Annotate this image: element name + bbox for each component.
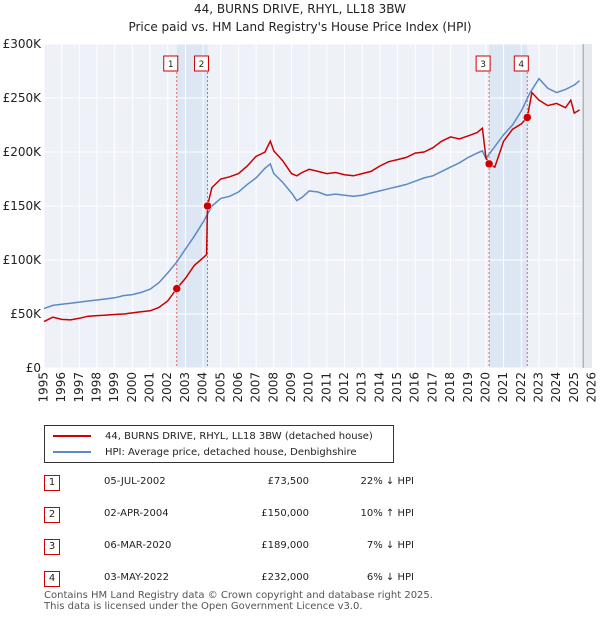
x-tick-label: 2001 — [143, 372, 157, 403]
transaction-point — [523, 113, 532, 122]
price-chart: 44, BURNS DRIVE, RHYL, LL18 3BW Price pai… — [3, 2, 599, 403]
x-tick-label: 1999 — [107, 372, 121, 403]
transaction-price: £189,000 — [261, 540, 309, 551]
transaction-label-text: 1 — [168, 60, 174, 70]
x-tick-label: 2016 — [408, 372, 422, 403]
transaction-date: 03-MAY-2022 — [104, 572, 170, 583]
footer-line-copyright: Contains HM Land Registry data © Crown c… — [44, 590, 433, 601]
x-tick-label: 2012 — [337, 372, 351, 403]
y-tick-label: £250K — [3, 91, 43, 105]
y-tick-label: £50K — [10, 307, 42, 321]
transaction-label-text: 2 — [199, 60, 205, 70]
x-tick-label: 1995 — [37, 372, 51, 403]
transaction-label-box — [513, 55, 529, 72]
chart-subtitle: Price paid vs. HM Land Registry's House … — [128, 20, 471, 34]
transaction-row: 2 02-APR-2004 £150,000 10% ↑ HPI — [44, 506, 414, 526]
property-series-line — [43, 91, 580, 323]
y-tick-label: £100K — [3, 253, 43, 267]
transaction-row: 3 06-MAR-2020 £189,000 7% ↓ HPI — [44, 538, 414, 558]
x-tick-label: 2025 — [567, 372, 581, 403]
transaction-hpi-diff: 6% ↓ HPI — [366, 572, 414, 583]
x-tick-label: 2002 — [160, 372, 174, 403]
x-tick-label: 2019 — [461, 372, 475, 403]
footer-attribution: Contains HM Land Registry data © Crown c… — [44, 590, 433, 612]
legend-swatch-hpi — [53, 451, 91, 453]
transaction-label-box — [163, 55, 179, 72]
transaction-date: 02-APR-2004 — [104, 508, 169, 519]
transaction-price: £232,000 — [261, 572, 309, 583]
footer-line-licence: This data is licensed under the Open Gov… — [44, 601, 363, 612]
x-tick-label: 2022 — [514, 372, 528, 403]
x-tick-label: 2018 — [443, 372, 457, 403]
x-tick-label: 2017 — [425, 372, 439, 403]
transaction-hpi-diff: 22% ↓ HPI — [360, 476, 414, 487]
x-tick-label: 2003 — [178, 372, 192, 403]
transaction-point — [484, 159, 494, 169]
chart-title: 44, BURNS DRIVE, RHYL, LL18 3BW — [194, 2, 406, 16]
legend-label-property: 44, BURNS DRIVE, RHYL, LL18 3BW (detache… — [105, 430, 373, 442]
y-tick-label: £200K — [3, 145, 43, 159]
transaction-price: £73,500 — [267, 476, 309, 487]
x-tick-label: 1998 — [90, 372, 104, 403]
x-tick-label: 2021 — [496, 372, 510, 403]
x-tick-label: 2000 — [125, 372, 139, 403]
legend-item-hpi: HPI: Average price, detached house, Denb… — [53, 444, 356, 460]
x-tick-label: 2023 — [531, 372, 545, 403]
x-tick-label: 2010 — [302, 372, 316, 403]
transaction-label-box — [475, 55, 491, 72]
transaction-label-text: 4 — [518, 60, 524, 70]
transaction-label-text: 3 — [480, 60, 486, 70]
legend-item-property: 44, BURNS DRIVE, RHYL, LL18 3BW (detache… — [53, 428, 373, 444]
y-tick-label: £0 — [26, 361, 41, 375]
x-tick-label: 2014 — [372, 372, 386, 403]
x-tick-label: 2007 — [249, 372, 263, 403]
x-tick-label: 2011 — [319, 372, 333, 403]
x-tick-label: 2024 — [549, 372, 563, 403]
x-tick-label: 2026 — [585, 372, 599, 403]
x-tick-label: 2004 — [196, 372, 210, 403]
hpi-series-line — [43, 77, 581, 310]
transaction-row: 1 05-JUL-2002 £73,500 22% ↓ HPI — [44, 474, 414, 494]
future-region — [583, 44, 592, 368]
transaction-number-badge: 4 — [44, 571, 60, 587]
x-tick-label: 1997 — [72, 372, 86, 403]
transaction-number-badge: 2 — [44, 507, 60, 523]
x-tick-label: 2015 — [390, 372, 404, 403]
transaction-number-badge: 3 — [44, 539, 60, 555]
transaction-row: 4 03-MAY-2022 £232,000 6% ↓ HPI — [44, 570, 414, 590]
legend-label-hpi: HPI: Average price, detached house, Denb… — [105, 446, 357, 458]
x-tick-label: 2013 — [355, 372, 369, 403]
x-tick-label: 2006 — [231, 372, 245, 403]
transaction-point — [172, 284, 182, 293]
y-tick-label: £150K — [3, 199, 43, 213]
transaction-label-box — [194, 55, 210, 72]
transaction-number-badge: 1 — [44, 475, 60, 491]
legend-swatch-property — [53, 435, 91, 437]
transaction-point — [203, 201, 212, 211]
y-tick-label: £300K — [3, 37, 43, 51]
transaction-hpi-diff: 7% ↓ HPI — [366, 540, 414, 551]
x-tick-label: 2020 — [478, 372, 492, 403]
x-tick-label: 2009 — [284, 372, 298, 403]
x-tick-label: 2008 — [266, 372, 280, 403]
transaction-date: 06-MAR-2020 — [104, 540, 172, 551]
transaction-price: £150,000 — [261, 508, 309, 519]
chart-legend: 44, BURNS DRIVE, RHYL, LL18 3BW (detache… — [44, 425, 394, 463]
transaction-hpi-diff: 10% ↑ HPI — [360, 508, 414, 519]
x-tick-label: 2005 — [213, 372, 227, 403]
x-tick-label: 1996 — [54, 372, 68, 403]
transaction-date: 05-JUL-2002 — [104, 476, 166, 487]
